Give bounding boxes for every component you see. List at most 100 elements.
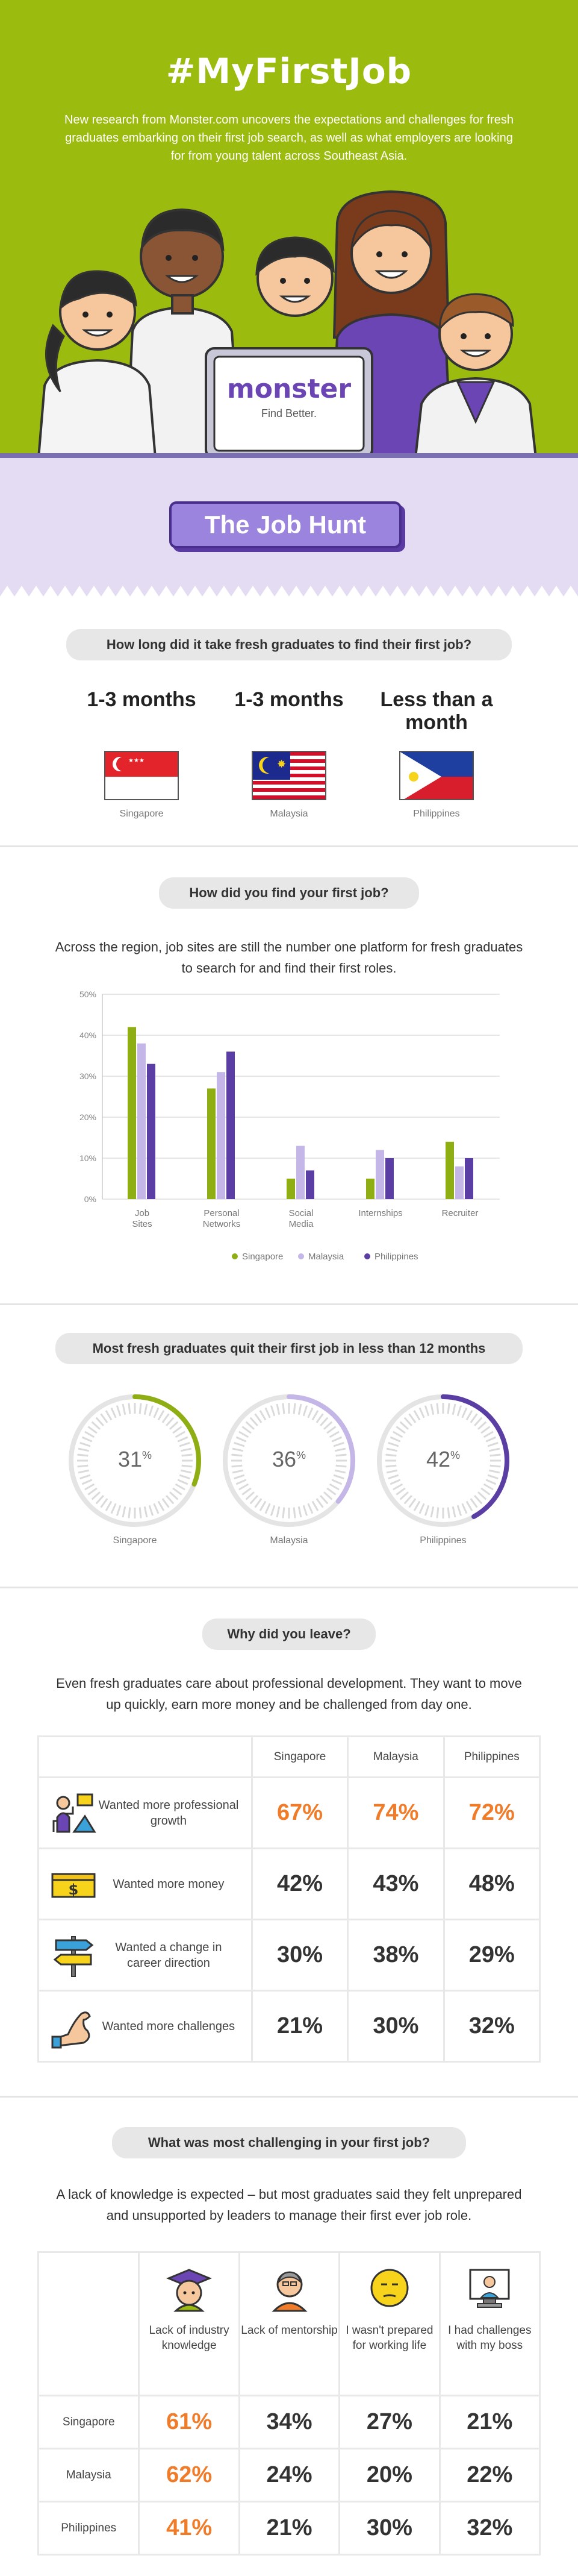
bar-singapore xyxy=(128,1027,136,1199)
progress-ring xyxy=(223,1394,355,1527)
x-tick-label: Sites xyxy=(132,1219,152,1229)
cell-value: 30% xyxy=(338,2501,441,2556)
ring-tick xyxy=(487,1441,499,1447)
ring-tick xyxy=(331,1436,343,1443)
ring-tick xyxy=(488,1469,500,1474)
cell-value: 38% xyxy=(347,1919,445,1992)
ring-tick xyxy=(91,1491,101,1500)
table-row: Malaysia 62% 24% 20% 22% xyxy=(37,2448,541,2502)
q4-question: Why did you leave? xyxy=(202,1619,376,1650)
banner-title: The Job Hunt xyxy=(169,501,402,548)
x-tick-label: Networks xyxy=(203,1219,241,1229)
q2-lead: Across the region, job sites are still t… xyxy=(55,939,523,976)
q5-question: What was most challenging in your first … xyxy=(112,2127,466,2158)
ring-tick xyxy=(175,1483,185,1491)
hero-intro: New research from Monster.com uncovers t… xyxy=(64,113,514,163)
ring-tick xyxy=(259,1500,267,1511)
ring-tick xyxy=(470,1413,478,1423)
cell-value: 24% xyxy=(238,2448,341,2502)
ring-tick xyxy=(456,1405,462,1417)
ring-tick xyxy=(235,1479,247,1485)
ring-tick xyxy=(128,1403,131,1414)
ring-tick xyxy=(157,1500,165,1511)
cell-value: 67% xyxy=(250,1776,349,1849)
ring-tick xyxy=(413,1410,421,1421)
table-row: Wanted a change in career direction 30% … xyxy=(37,1919,541,1992)
ring-tick xyxy=(179,1474,190,1480)
ring-tick xyxy=(452,1403,456,1415)
legend-label: Malaysia xyxy=(308,1252,344,1262)
ring-tick xyxy=(489,1453,501,1457)
y-tick-label: 0% xyxy=(84,1194,96,1204)
ring-tick xyxy=(245,1421,255,1430)
graduate-icon xyxy=(166,2269,213,2312)
x-tick-label: Job xyxy=(135,1208,149,1218)
money-icon: $ xyxy=(51,1873,96,1898)
ring-tick xyxy=(231,1464,243,1468)
ring-tick xyxy=(302,1405,308,1417)
q1-malaysia-value: 1-3 months xyxy=(234,688,344,711)
cell-value: 43% xyxy=(347,1847,445,1920)
ring-tick xyxy=(276,1403,281,1415)
ring-tick xyxy=(485,1479,497,1485)
bar-malaysia xyxy=(455,1166,464,1199)
table-corner-cell xyxy=(37,2251,140,2396)
col-header-boss: I had challenges with my boss xyxy=(448,2324,532,2352)
section-divider xyxy=(0,2096,578,2098)
ring-tick xyxy=(311,1410,319,1421)
q3-question: Most fresh graduates quit their first jo… xyxy=(55,1333,523,1364)
ring-tick xyxy=(241,1426,252,1434)
x-tick-label: Recruiter xyxy=(442,1208,479,1218)
ring-tick xyxy=(333,1441,344,1447)
ring-tick xyxy=(456,1505,462,1516)
ring-tick xyxy=(386,1469,398,1474)
cell-value: 20% xyxy=(338,2448,441,2502)
muscle-icon xyxy=(51,2011,91,2048)
svg-text:$: $ xyxy=(69,1881,79,1898)
ring-tick xyxy=(166,1494,175,1505)
ring-tick xyxy=(143,1403,148,1415)
ring-tick xyxy=(480,1487,491,1496)
ring-tick xyxy=(436,1507,440,1518)
row-label-challenges: Wanted more challenges xyxy=(102,2019,235,2033)
cell-value: 27% xyxy=(338,2395,441,2449)
ring-tick xyxy=(293,1403,296,1414)
ring-tick xyxy=(180,1447,192,1452)
q1-singapore-label: Singapore xyxy=(119,809,164,819)
ring-tick xyxy=(245,1491,255,1500)
challenges-table: Lack of industry knowledge Lack of mento… xyxy=(37,2251,541,2556)
ring-tick xyxy=(430,1403,435,1415)
ring-tick xyxy=(78,1469,90,1474)
ring-tick xyxy=(84,1483,95,1491)
q2-question: How did you find your first job? xyxy=(159,877,419,909)
progress-ring xyxy=(377,1394,509,1527)
ring-tick xyxy=(477,1491,487,1500)
ring-tick xyxy=(234,1474,245,1480)
bar-singapore xyxy=(207,1088,216,1199)
ring-tick xyxy=(122,1506,126,1518)
growth-icon xyxy=(52,1793,96,1832)
ring-percent: 42% xyxy=(426,1447,461,1471)
ring-tick xyxy=(77,1464,89,1468)
laptop-illustration: monster Find Better. xyxy=(205,347,373,458)
philippines-flag-icon xyxy=(399,751,474,800)
ring-tick xyxy=(334,1447,346,1452)
q1-singapore: 1-3 months ★★★ Singapore xyxy=(75,688,208,819)
ring-tick xyxy=(238,1431,249,1438)
monster-tagline: Find Better. xyxy=(261,407,317,419)
col-header-industry-knowledge: Lack of industry knowledge xyxy=(149,2324,229,2352)
ring-tick xyxy=(418,1407,425,1418)
ring-tick xyxy=(232,1447,244,1452)
cell-value: 32% xyxy=(438,2501,541,2556)
ring-tick xyxy=(180,1469,192,1474)
ring-tick xyxy=(393,1431,403,1438)
ring-tick xyxy=(105,1500,113,1511)
signpost-icon xyxy=(53,1935,94,1977)
table-row: Wanted more challenges 21% 30% 32% xyxy=(37,1990,541,2063)
legend-swatch xyxy=(298,1253,304,1259)
cell-value: 62% xyxy=(138,2448,240,2502)
ring-tick xyxy=(153,1503,160,1514)
ring-tick xyxy=(334,1469,346,1474)
cell-value: 21% xyxy=(250,1990,349,2063)
cell-value: 32% xyxy=(443,1990,541,2063)
